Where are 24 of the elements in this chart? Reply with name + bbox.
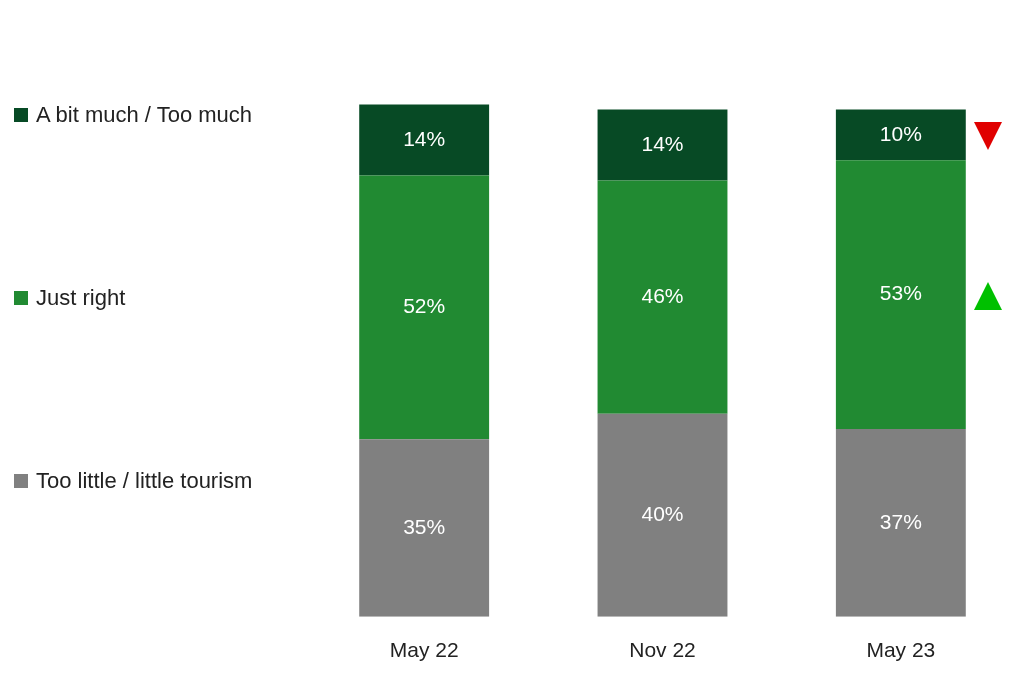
data-label: 37%	[879, 509, 922, 533]
bar	[597, 413, 728, 617]
data-label: 53%	[879, 281, 922, 305]
legend-label: A bit much / Too much	[36, 102, 253, 128]
bar	[359, 439, 490, 617]
legend-label: Too little / little tourism	[36, 468, 253, 494]
x-tick-label: May 23	[866, 638, 936, 662]
data-label: 46%	[641, 283, 684, 307]
bar	[835, 109, 966, 161]
data-label: 35%	[403, 514, 446, 538]
bar	[597, 180, 728, 414]
data-label: 14%	[403, 126, 446, 150]
data-label: 14%	[641, 131, 684, 155]
legend-label: Just right	[36, 285, 126, 311]
data-label: 40%	[641, 502, 684, 526]
bar	[359, 175, 490, 440]
bar	[359, 104, 490, 176]
data-label: 10%	[879, 121, 922, 145]
x-tick-label: May 22	[389, 638, 459, 662]
bar	[597, 109, 728, 181]
x-tick-label: Nov 22	[629, 638, 696, 662]
bar	[835, 429, 966, 617]
bar	[835, 160, 966, 430]
data-label: 52%	[403, 294, 446, 318]
